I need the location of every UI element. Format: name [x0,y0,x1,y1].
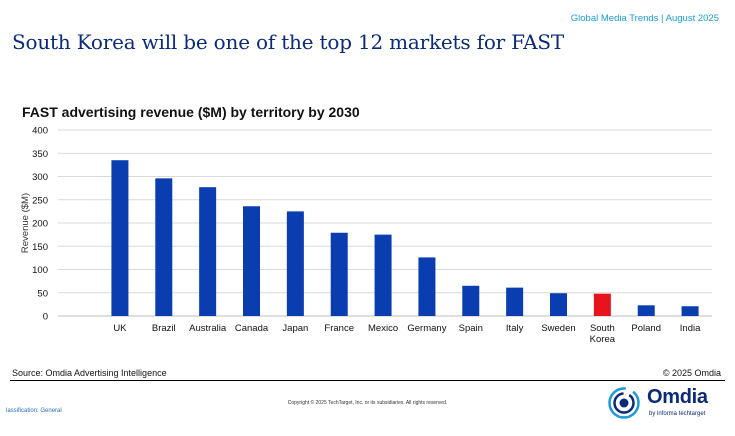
x-tick-label: UK [113,323,127,334]
bar-germany [418,257,436,316]
chart-title: FAST advertising revenue ($M) by territo… [22,104,360,120]
y-tick-label: 300 [32,172,48,183]
bar-sweden [550,293,567,316]
x-tick-label: Poland [631,323,661,334]
x-tick-label: France [324,323,354,334]
bars [111,160,699,316]
bar-japan [286,211,304,316]
bar-italy [506,287,524,316]
omdia-logo: Omdia by informa techtarget [607,386,717,420]
y-tick-label: 250 [32,195,48,206]
bar-australia [199,187,217,316]
bar-chart: 0 50 100 150 200 250 300 350 400 Revenue ($M) UK… [20,126,712,345]
bar-france [330,232,348,316]
x-tick-label: Canada [235,323,269,334]
y-tick-label: 50 [37,288,48,299]
bar-mexico [374,234,392,316]
footer-copyright: Copyright © 2025 TechTarget, Inc. or its… [287,400,448,406]
y-tick-label: 150 [32,242,48,253]
y-tick-label: 200 [32,219,48,230]
x-tick-label: South [590,323,615,334]
report-tag: Global Media Trends | August 2025 [570,13,719,24]
x-tick-label: Korea [590,334,616,345]
x-axis-ticks: UK Brazil Australia Canada Japan France Mexico… [113,323,701,345]
slide-headline: South Korea will be one of the top 12 ma… [12,30,565,54]
x-tick-label: Spain [459,323,483,334]
y-axis-ticks: 0 50 100 150 200 250 300 350 400 [32,126,48,323]
source-note: Source: Omdia Advertising Intelligence [12,368,167,378]
y-tick-label: 0 [43,312,48,323]
bar-brazil [155,178,173,316]
footer-divider [10,380,725,381]
y-tick-label: 100 [32,265,48,276]
x-tick-label: Italy [506,323,524,334]
y-tick-label: 350 [32,149,48,160]
omdia-logo-icon [608,387,640,419]
y-axis-label: Revenue ($M) [20,193,31,253]
x-tick-label: India [680,323,701,334]
omdia-logo-subtitle: by informa techtarget [649,411,706,417]
bar-india [681,306,699,316]
x-tick-label: Germany [407,323,446,334]
bar-uk [111,160,129,316]
copyright-omdia: © 2025 Omdia [662,368,721,378]
omdia-logo-wordmark: Omdia [647,386,708,408]
x-tick-label: Brazil [152,323,176,334]
x-tick-label: Mexico [368,323,398,334]
bar-spain [462,285,480,316]
y-tick-label: 400 [32,126,48,137]
x-tick-label: Sweden [541,323,575,334]
x-tick-label: Japan [282,323,308,334]
x-tick-label: Australia [189,323,227,334]
bar-canada [243,206,260,316]
bar-south-korea [593,293,611,316]
bar-poland [637,305,655,316]
classification-label: lassification: General [6,408,62,414]
